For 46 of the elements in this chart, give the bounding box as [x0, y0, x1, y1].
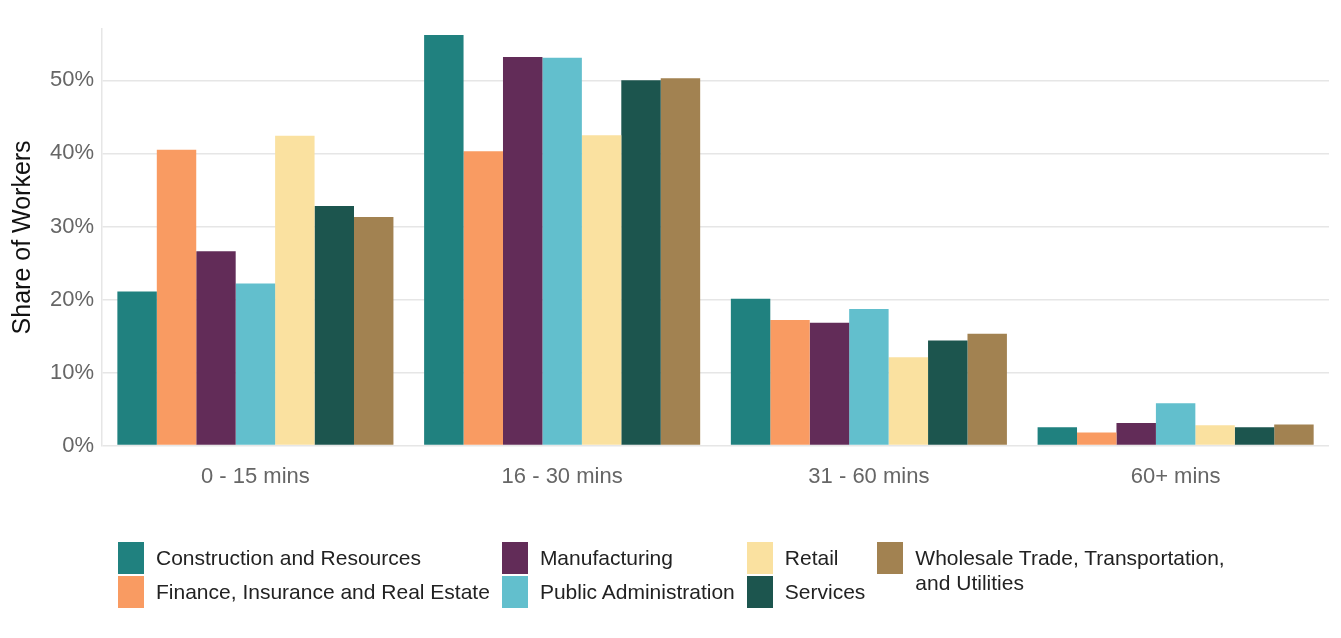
- legend-label: Retail: [784, 545, 839, 570]
- bar: [235, 283, 276, 445]
- x-tick-label: 0 - 15 mins: [200, 462, 310, 488]
- bar: [928, 340, 968, 445]
- legend-label: Wholesale Trade, Transportation, and Utilities: [915, 545, 1226, 595]
- legend-label: Finance, Insurance and Real Estate: [156, 579, 490, 604]
- bar: [502, 56, 543, 445]
- bar: [1195, 425, 1235, 445]
- bar: [542, 57, 582, 445]
- bar: [1037, 427, 1078, 445]
- x-tick-label: 60+ mins: [1130, 462, 1221, 488]
- y-axis-title: Share of Workers: [6, 140, 35, 335]
- legend-label: Services: [784, 579, 866, 604]
- y-tick-label: 0%: [62, 431, 95, 457]
- bar: [730, 298, 771, 445]
- bar: [621, 80, 661, 445]
- y-tick-label: 50%: [49, 66, 95, 92]
- bar: [809, 322, 850, 445]
- bar: [581, 135, 622, 445]
- bar: [1155, 403, 1196, 445]
- bar: [1077, 432, 1117, 445]
- y-tick-label: 10%: [49, 358, 95, 384]
- legend-label: Construction and Resources: [156, 545, 421, 570]
- bar: [660, 78, 701, 445]
- bar: [463, 151, 503, 445]
- bar: [1234, 427, 1275, 445]
- y-tick-label: 30%: [49, 212, 95, 238]
- bar: [314, 205, 354, 445]
- y-tick-label: 40%: [49, 139, 95, 165]
- legend-label: Public Administration: [539, 579, 735, 604]
- legend-label: Manufacturing: [539, 545, 673, 570]
- bar: [196, 251, 236, 445]
- x-tick-label: 31 - 60 mins: [808, 462, 930, 488]
- y-tick-label: 20%: [49, 285, 95, 311]
- bar: [770, 319, 810, 445]
- bar: [354, 216, 394, 445]
- bar: [275, 135, 315, 445]
- bar: [1116, 422, 1156, 445]
- bar: [1274, 424, 1314, 445]
- bar: [156, 149, 197, 445]
- bar: [888, 357, 929, 445]
- bar: [849, 308, 889, 445]
- bar: [117, 291, 157, 445]
- x-tick-label: 16 - 30 mins: [501, 462, 623, 488]
- bar: [424, 35, 464, 445]
- bar: [967, 333, 1007, 445]
